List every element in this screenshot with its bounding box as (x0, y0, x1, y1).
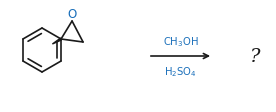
Text: H$_2$SO$_4$: H$_2$SO$_4$ (164, 64, 197, 78)
Text: ?: ? (250, 48, 260, 65)
Polygon shape (52, 39, 62, 45)
Text: O: O (67, 7, 77, 20)
Text: CH$_3$OH: CH$_3$OH (163, 35, 198, 49)
